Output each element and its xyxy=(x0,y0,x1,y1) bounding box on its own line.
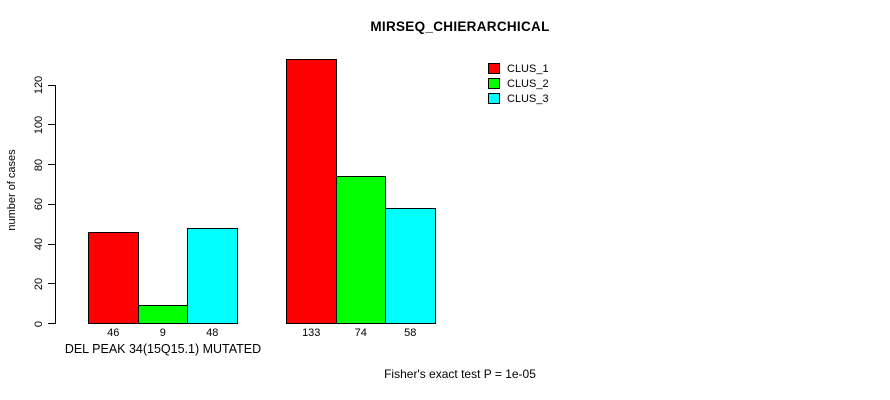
bar-value-label: 9 xyxy=(159,326,166,339)
y-axis-title: number of cases xyxy=(6,149,18,231)
bar-clus_2-group2 xyxy=(335,175,386,324)
legend: CLUS_1 CLUS_2 CLUS_3 xyxy=(488,61,549,106)
legend-item-clus_3: CLUS_3 xyxy=(488,91,549,106)
y-tick xyxy=(48,323,55,324)
legend-swatch xyxy=(488,93,500,104)
y-tick xyxy=(48,283,55,285)
y-tick-label: 60 xyxy=(33,198,45,211)
y-tick xyxy=(48,164,55,165)
y-tick-label: 100 xyxy=(33,115,45,134)
y-tick-label: 20 xyxy=(33,277,45,290)
y-tick-label: 0 xyxy=(33,320,45,327)
y-tick-label: 120 xyxy=(33,75,45,95)
y-tick xyxy=(48,84,55,86)
bar-clus_1-group2 xyxy=(286,58,337,324)
bar-value-label: 58 xyxy=(404,326,417,339)
fisher-test-annotation: Fisher's exact test P = 1e-05 xyxy=(384,367,536,381)
chart-title: MIRSEQ_CHIERARCHICAL xyxy=(370,19,550,34)
legend-label: CLUS_1 xyxy=(507,62,549,75)
legend-swatch xyxy=(488,63,500,74)
bar-value-label: 48 xyxy=(206,326,219,339)
bar-clus_3-group1 xyxy=(187,227,238,324)
bar-clus_2-group1 xyxy=(137,305,188,324)
bar-clus_3-group2 xyxy=(385,207,436,324)
y-tick-label: 80 xyxy=(33,158,45,171)
bar-value-label: 133 xyxy=(302,326,321,339)
y-tick-label: 40 xyxy=(33,237,45,251)
legend-item-clus_1: CLUS_1 xyxy=(488,61,549,76)
legend-label: CLUS_2 xyxy=(507,77,549,90)
bar-value-label: 74 xyxy=(354,326,367,339)
y-tick xyxy=(48,243,55,245)
x-group-label: DEL PEAK 34(15Q15.1) MUTATED xyxy=(64,342,262,356)
y-tick xyxy=(48,203,55,205)
bar-value-label: 46 xyxy=(107,326,120,339)
y-axis-line xyxy=(55,85,56,324)
legend-swatch xyxy=(488,78,500,89)
legend-label: CLUS_3 xyxy=(507,92,549,105)
bar-clus_1-group1 xyxy=(88,231,139,324)
y-tick xyxy=(48,124,55,126)
legend-item-clus_2: CLUS_2 xyxy=(488,76,549,91)
